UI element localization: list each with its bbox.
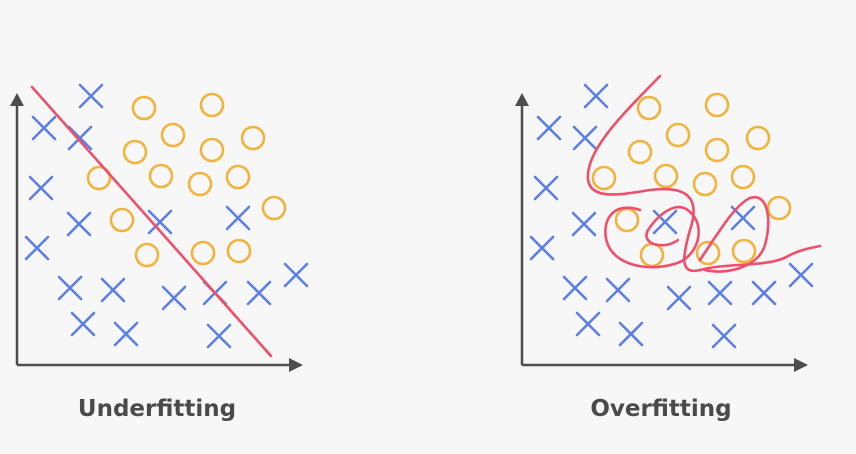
x-marker: [57, 275, 83, 301]
x-marker: [533, 175, 559, 201]
x-marker: [571, 211, 597, 237]
x-marker: [70, 311, 96, 337]
x-marker: [711, 323, 737, 349]
circle-marker: [730, 164, 756, 190]
arrow-head: [794, 358, 808, 372]
x-marker: [206, 323, 232, 349]
circle-marker: [665, 122, 691, 148]
circle-marker: [704, 137, 730, 163]
circle-marker: [704, 92, 730, 118]
x-marker: [66, 211, 92, 237]
circle-marker: [614, 207, 640, 233]
circle-marker: [653, 163, 679, 189]
x-marker: [707, 280, 733, 306]
circle-marker: [131, 95, 157, 121]
decision-boundary: [30, 85, 273, 358]
x-marker: [751, 280, 777, 306]
arrow-head: [10, 93, 24, 106]
x-marker: [536, 115, 562, 141]
x-marker: [575, 311, 601, 337]
x-marker: [31, 115, 57, 141]
circle-marker: [160, 122, 186, 148]
arrow-head: [289, 358, 303, 372]
x-marker: [652, 209, 678, 235]
circle-marker: [190, 240, 216, 266]
x-marker: [788, 262, 814, 288]
circle-marker: [692, 171, 718, 197]
circle-marker: [225, 164, 251, 190]
x-marker: [28, 175, 54, 201]
decision-boundary: [698, 195, 770, 273]
x-marker: [225, 205, 251, 231]
circle-marker: [226, 238, 252, 264]
circle-marker: [261, 195, 287, 221]
x-marker: [618, 321, 644, 347]
x-marker: [147, 209, 173, 235]
circle-marker: [695, 240, 721, 266]
x-marker: [161, 285, 187, 311]
x-marker: [246, 280, 272, 306]
circle-marker: [636, 95, 662, 121]
x-marker: [666, 285, 692, 311]
circle-marker: [591, 165, 617, 191]
circle-marker: [86, 165, 112, 191]
x-marker: [283, 262, 309, 288]
circle-marker: [745, 125, 771, 151]
circle-marker: [199, 137, 225, 163]
circle-marker: [199, 92, 225, 118]
x-marker: [529, 235, 555, 261]
x-marker: [605, 277, 631, 303]
circle-marker: [187, 171, 213, 197]
decision-boundary: [586, 74, 822, 273]
x-marker: [24, 235, 50, 261]
x-marker: [78, 83, 104, 109]
circle-marker: [766, 195, 792, 221]
circle-marker: [148, 163, 174, 189]
x-marker: [572, 125, 598, 151]
decision-boundary: [604, 205, 700, 269]
circle-marker: [109, 207, 135, 233]
circle-marker: [122, 139, 148, 165]
x-marker: [100, 277, 126, 303]
arrow-head: [515, 93, 529, 106]
x-marker: [113, 321, 139, 347]
x-marker: [583, 83, 609, 109]
circle-marker: [134, 242, 160, 268]
circle-marker: [627, 139, 653, 165]
panel-label: Overfitting: [590, 396, 731, 422]
circle-marker: [240, 125, 266, 151]
x-marker: [562, 275, 588, 301]
circle-marker: [731, 238, 757, 264]
x-marker: [67, 125, 93, 151]
panel-label: Underfitting: [78, 396, 236, 422]
